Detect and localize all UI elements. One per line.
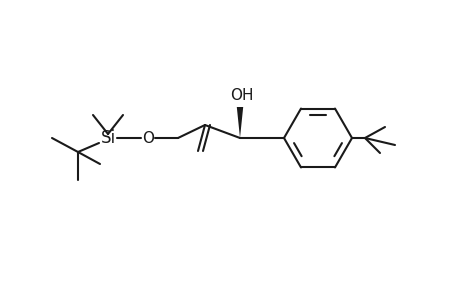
- Polygon shape: [236, 107, 243, 138]
- Text: O: O: [142, 130, 154, 146]
- Text: OH: OH: [230, 88, 253, 103]
- Text: Si: Si: [100, 129, 115, 147]
